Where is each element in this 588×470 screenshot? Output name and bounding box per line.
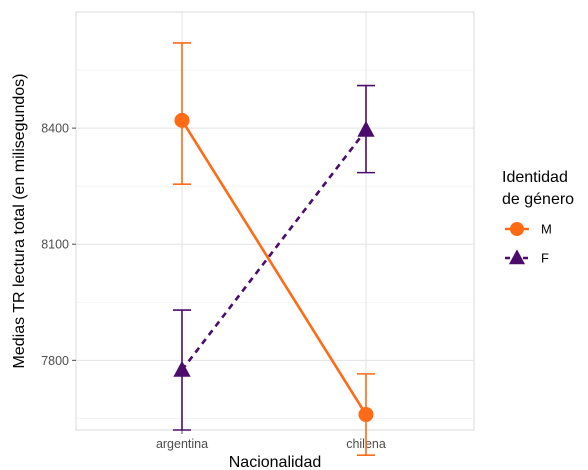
data-point-F: [357, 120, 375, 137]
y-axis-title: Medias TR lectura total (en milisegundos…: [11, 74, 28, 369]
series-layer: [173, 42, 375, 456]
legend: Identidad de género MF: [502, 169, 574, 266]
data-point-F: [173, 360, 191, 377]
legend-key-marker-M: [510, 222, 524, 236]
legend-title-line-2: de género: [502, 191, 574, 208]
data-point-M: [358, 407, 374, 423]
legend-label-F: F: [541, 251, 549, 266]
series-F-points: [173, 84, 375, 431]
series-M-line-group: [180, 119, 368, 416]
series-line-M: [180, 119, 368, 416]
y-tick-label: 7800: [41, 354, 69, 368]
gridlines: [76, 12, 474, 430]
y-axis-ticks: 7800 8100 8400: [41, 122, 76, 368]
data-point-M: [174, 112, 190, 128]
x-axis-ticks: argentina chilena: [156, 430, 386, 451]
legend-keys: MF: [505, 222, 552, 266]
legend-key-marker-F: [508, 249, 526, 265]
series-M-points: [173, 42, 375, 456]
y-tick-label: 8100: [41, 238, 69, 252]
y-tick-label: 8400: [41, 122, 69, 136]
legend-title-line-1: Identidad: [502, 169, 568, 186]
x-axis-title: Nacionalidad: [229, 454, 322, 470]
legend-label-M: M: [541, 222, 552, 237]
plot-panel: [75, 11, 475, 431]
x-tick-label: argentina: [156, 437, 208, 451]
